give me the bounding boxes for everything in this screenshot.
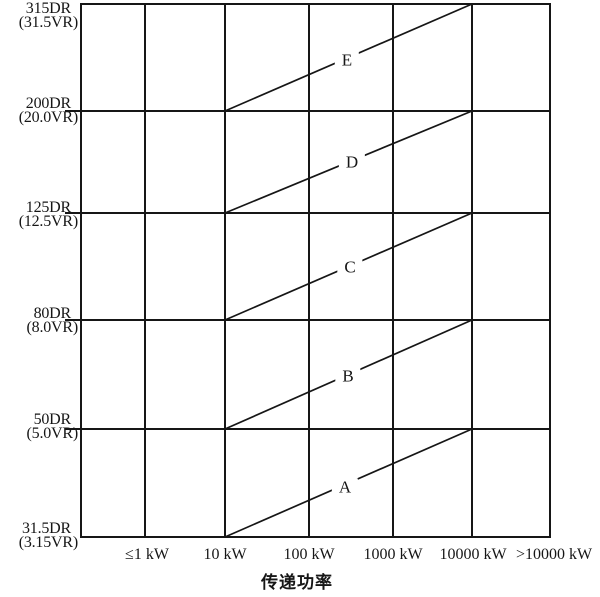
y-tick-dr-value: 31.5DR xyxy=(21,520,71,537)
curve-label-B: B xyxy=(335,367,361,385)
curve-label-E: E xyxy=(334,51,360,69)
y-tick-200dr: 200DR (20.0VR) xyxy=(0,95,78,126)
x-tick-1000kw: 1000 kW xyxy=(363,546,423,563)
y-tick-dr-value: 125DR xyxy=(25,199,71,216)
y-tick-50dr: 50DR (5.0VR) xyxy=(0,411,79,442)
x-axis-title: 传递功率 xyxy=(261,573,333,592)
x-tick-100kw: 100 kW xyxy=(283,546,335,563)
y-tick-vr-value: (8.0VR) xyxy=(26,319,79,336)
plot-border xyxy=(80,3,551,538)
y-axis-leader-ticks xyxy=(65,110,81,430)
x-tick-10kw: 10 kW xyxy=(203,546,247,563)
y-tick-dr-value: 315DR xyxy=(25,0,71,17)
y-tick-80dr: 80DR (8.0VR) xyxy=(0,305,79,336)
x-tick-gt-10000kw: >10000 kW xyxy=(515,546,593,563)
y-tick-vr-value: (20.0VR) xyxy=(18,109,78,126)
y-tick-dr-value: 200DR xyxy=(25,95,71,112)
y-tick-dr-value: 80DR xyxy=(33,305,72,322)
y-tick-315dr: 315DR (31.5VR) xyxy=(0,0,78,31)
y-tick-dr-value: 50DR xyxy=(33,411,72,428)
x-tick-le-1kw: ≤1 kW xyxy=(125,546,169,563)
curve-label-D: D xyxy=(338,153,366,171)
curve-label-A: A xyxy=(331,478,359,496)
y-tick-vr-value: (31.5VR) xyxy=(18,14,78,31)
curve-label-C: C xyxy=(337,258,363,276)
y-tick-vr-value: (3.15VR) xyxy=(18,534,78,551)
x-tick-10000kw: 10000 kW xyxy=(439,546,507,563)
y-tick-31-5dr: 31.5DR (3.15VR) xyxy=(0,520,78,551)
horizontal-gridlines xyxy=(81,110,550,430)
y-tick-vr-value: (5.0VR) xyxy=(26,425,79,442)
y-tick-vr-value: (12.5VR) xyxy=(18,213,78,230)
vertical-gridlines xyxy=(144,4,473,537)
y-tick-125dr: 125DR (12.5VR) xyxy=(0,199,78,230)
